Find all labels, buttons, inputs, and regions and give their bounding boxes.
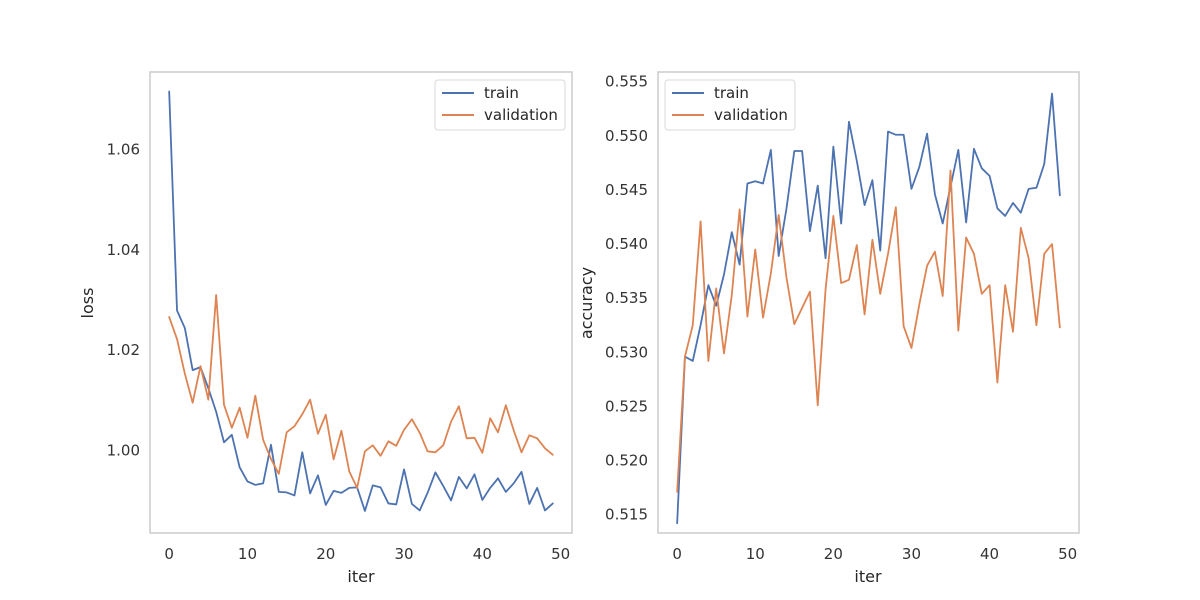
loss-x-tick-label: 0 bbox=[164, 545, 174, 563]
loss-x-tick-label: 10 bbox=[238, 545, 257, 563]
loss-x-axis-label: iter bbox=[347, 567, 375, 586]
accuracy-legend: train validation bbox=[664, 79, 796, 131]
accuracy-train-line bbox=[676, 92, 1061, 525]
accuracy-x-tick-label: 0 bbox=[672, 545, 682, 563]
loss-x-tick-label: 40 bbox=[473, 545, 492, 563]
loss-x-ticks: 0 10 20 30 40 50 bbox=[164, 545, 570, 563]
loss-validation-line bbox=[168, 294, 554, 489]
accuracy-y-tick-label: 0.525 bbox=[605, 397, 648, 415]
accuracy-x-tick-label: 40 bbox=[980, 545, 999, 563]
accuracy-y-ticks: 0.515 0.520 0.525 0.530 0.535 0.540 0.545 0.550… bbox=[605, 73, 648, 524]
loss-legend: train validation bbox=[434, 79, 566, 131]
loss-y-tick-label: 1.04 bbox=[107, 241, 140, 259]
accuracy-legend-validation-label: validation bbox=[714, 106, 788, 124]
loss-plot-frame bbox=[149, 71, 573, 534]
loss-y-tick-label: 1.06 bbox=[107, 141, 140, 159]
loss-legend-train-label: train bbox=[484, 84, 519, 102]
accuracy-x-tick-label: 10 bbox=[746, 545, 765, 563]
loss-train-line bbox=[168, 90, 554, 512]
loss-y-tick-label: 1.00 bbox=[107, 441, 140, 459]
accuracy-y-tick-label: 0.520 bbox=[605, 451, 648, 469]
accuracy-series-lines bbox=[676, 92, 1061, 525]
accuracy-y-tick-label: 0.540 bbox=[605, 235, 648, 253]
accuracy-x-axis-label: iter bbox=[854, 567, 882, 586]
accuracy-x-ticks: 0 10 20 30 40 50 bbox=[672, 545, 1077, 563]
accuracy-y-axis-label: accuracy bbox=[577, 267, 596, 339]
accuracy-chart: 0.515 0.520 0.525 0.530 0.535 0.540 0.545 0.550… bbox=[577, 71, 1080, 586]
loss-x-tick-label: 20 bbox=[316, 545, 335, 563]
loss-chart: 1.00 1.02 1.04 1.06 0 10 20 30 40 50 iter loss t… bbox=[78, 71, 573, 586]
loss-legend-validation-label: validation bbox=[484, 106, 558, 124]
accuracy-legend-train-label: train bbox=[714, 84, 749, 102]
loss-series-lines bbox=[168, 90, 554, 512]
loss-y-axis-label: loss bbox=[78, 288, 97, 319]
loss-y-tick-label: 1.02 bbox=[107, 341, 140, 359]
accuracy-y-tick-label: 0.535 bbox=[605, 289, 648, 307]
accuracy-y-tick-label: 0.530 bbox=[605, 343, 648, 361]
loss-x-tick-label: 30 bbox=[395, 545, 414, 563]
accuracy-y-tick-label: 0.555 bbox=[605, 73, 648, 91]
accuracy-validation-line bbox=[676, 169, 1061, 493]
accuracy-x-tick-label: 50 bbox=[1058, 545, 1077, 563]
loss-x-tick-label: 50 bbox=[551, 545, 570, 563]
accuracy-plot-frame bbox=[657, 71, 1080, 534]
accuracy-x-tick-label: 30 bbox=[902, 545, 921, 563]
loss-y-ticks: 1.00 1.02 1.04 1.06 bbox=[107, 141, 140, 460]
accuracy-x-tick-label: 20 bbox=[824, 545, 843, 563]
accuracy-y-tick-label: 0.550 bbox=[605, 127, 648, 145]
accuracy-y-tick-label: 0.515 bbox=[605, 506, 648, 524]
accuracy-y-tick-label: 0.545 bbox=[605, 181, 648, 199]
